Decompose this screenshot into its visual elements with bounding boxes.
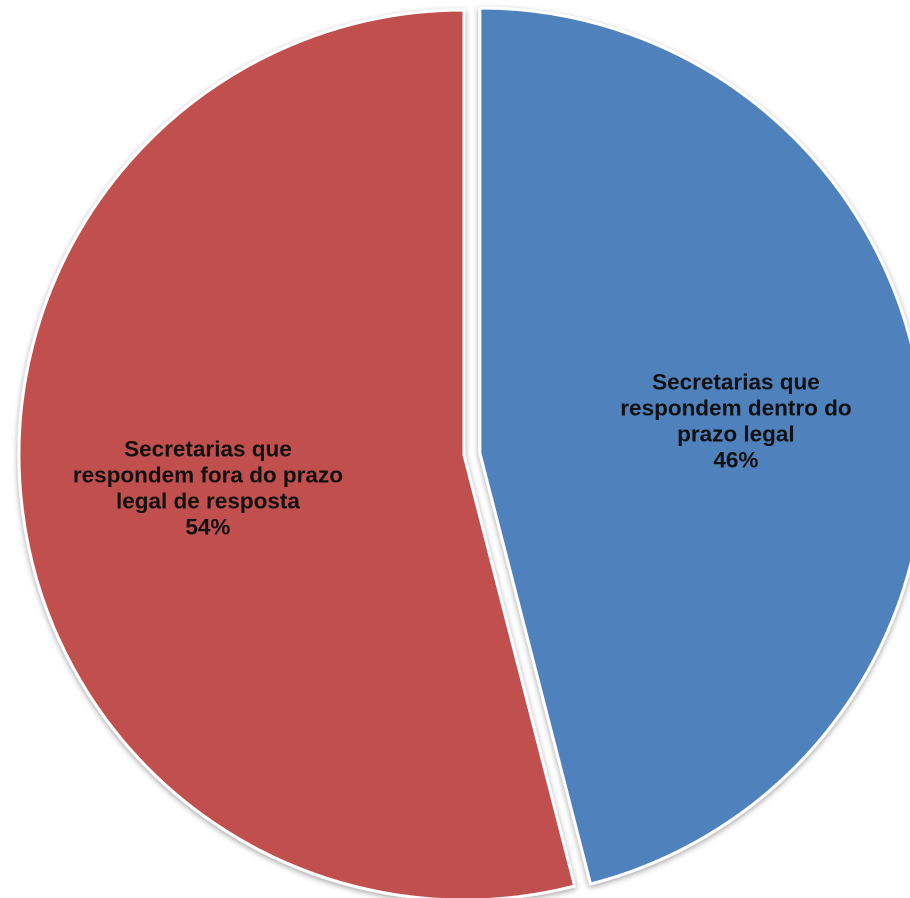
pie-slice-0 bbox=[478, 6, 910, 886]
slice-category-label-line: prazo legal bbox=[677, 422, 795, 447]
slice-label-0: Secretarias que respondem dentro do prazo … bbox=[620, 370, 851, 473]
slice-label-1: Secretarias que respondem fora do prazo le… bbox=[73, 436, 343, 539]
slice-category-label-line: respondem dentro do bbox=[620, 396, 851, 421]
pie-slice-1 bbox=[17, 8, 577, 898]
slice-category-label-line: respondem fora do prazo bbox=[73, 462, 343, 487]
pie-labels: Secretarias que respondem dentro do prazo … bbox=[73, 370, 852, 540]
pie-slices bbox=[17, 6, 910, 898]
slice-category-label-line: Secretarias que bbox=[124, 436, 292, 461]
slice-value-label: 54% bbox=[185, 514, 230, 539]
slice-value-label: 46% bbox=[713, 448, 758, 473]
slice-category-label-line: Secretarias que bbox=[652, 370, 820, 395]
slice-category-label-line: legal de resposta bbox=[116, 488, 300, 513]
